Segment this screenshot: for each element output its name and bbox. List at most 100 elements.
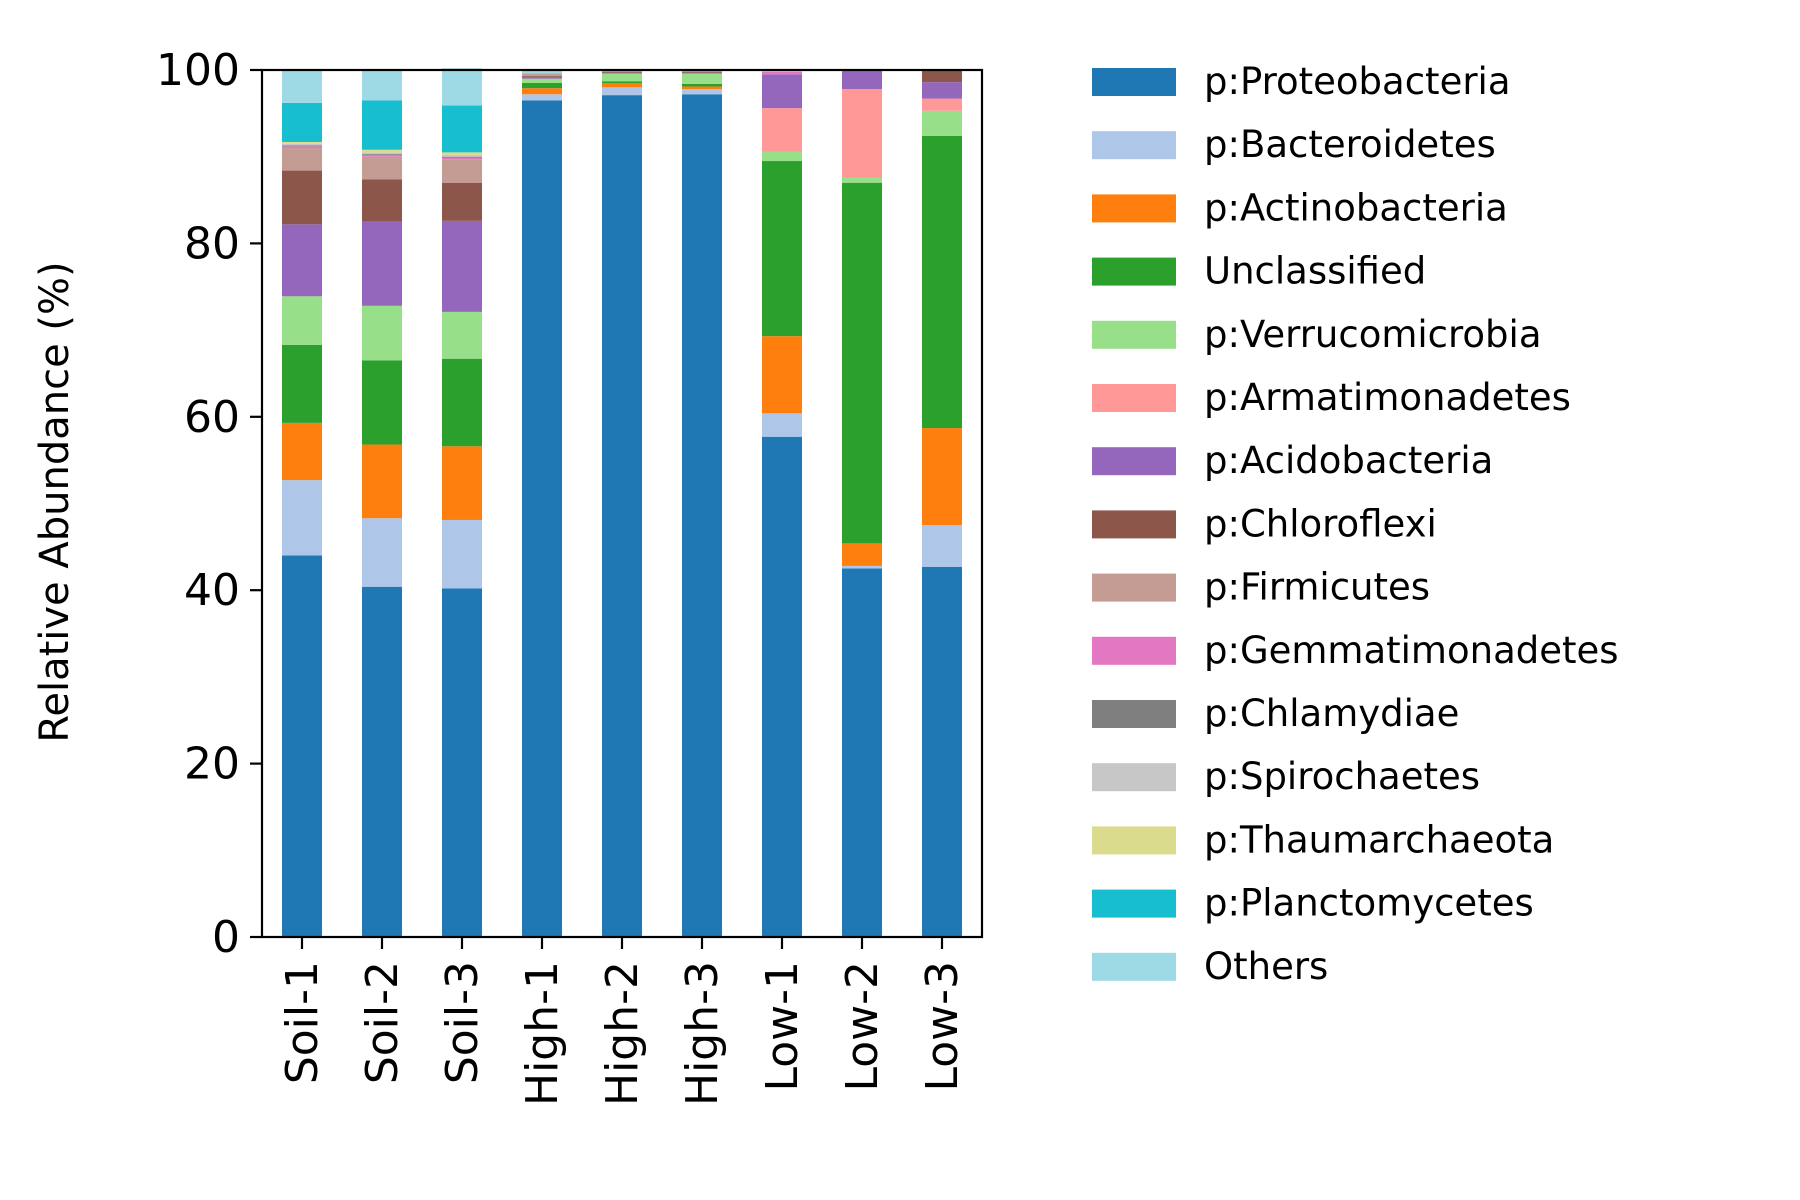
bar-low-3-acidobacteria	[922, 82, 962, 99]
legend-label-gemmatimonadetes: p:Gemmatimonadetes	[1204, 629, 1619, 672]
bar-stacks	[282, 68, 962, 938]
bar-low-1-actinobacteria	[762, 336, 802, 414]
bar-low-2-armatimonadetes	[842, 89, 882, 178]
bar-high-2-firmicutes	[602, 70, 642, 72]
bar-low-3-verrucomicrobia	[922, 110, 962, 136]
legend-swatch-bacteroidetes	[1092, 131, 1176, 160]
bar-low-2-acidobacteria	[842, 70, 882, 90]
y-tick-label: 80	[184, 218, 240, 269]
x-tick-label-low-3: Low-3	[917, 961, 968, 1092]
bar-high-3-chloroflexi	[682, 71, 722, 73]
legend-label-firmicutes: p:Firmicutes	[1204, 566, 1430, 609]
bar-high-2-proteobacteria	[602, 95, 642, 937]
bar-soil-3-thaumarchaeota	[442, 152, 482, 155]
legend-label-chloroflexi: p:Chloroflexi	[1204, 502, 1437, 545]
bar-low-2-verrucomicrobia	[842, 177, 882, 183]
bar-high-1-proteobacteria	[522, 100, 562, 938]
bar-high-1-others	[522, 70, 562, 74]
bar-soil-2-thaumarchaeota	[362, 149, 402, 153]
bar-soil-2-acidobacteria	[362, 221, 402, 306]
bar-soil-1-verrucomicrobia	[282, 296, 322, 345]
bar-soil-3-spirochaetes	[442, 154, 482, 157]
bar-soil-1-actinobacteria	[282, 422, 322, 481]
x-tick-label-high-3: High-3	[677, 961, 728, 1106]
legend-label-verrucomicrobia: p:Verrucomicrobia	[1204, 313, 1542, 356]
bar-soil-1-gemmatimonadetes	[282, 146, 322, 149]
bar-soil-1-proteobacteria	[282, 555, 322, 937]
bar-low-2-proteobacteria	[842, 568, 882, 937]
bar-high-3-actinobacteria	[682, 86, 722, 90]
bar-soil-2-proteobacteria	[362, 586, 402, 937]
bar-low-3-unclassified	[922, 135, 962, 429]
bar-high-3-acidobacteria	[682, 72, 722, 74]
bar-soil-2-firmicutes	[362, 156, 402, 180]
legend-swatch-thaumarchaeota	[1092, 826, 1176, 855]
bar-soil-1-planctomycetes	[282, 102, 322, 142]
bar-high-1-bacteroidetes	[522, 94, 562, 101]
bar-soil-3-others	[442, 68, 482, 106]
bar-high-3-verrucomicrobia	[682, 73, 722, 84]
bar-soil-3-gemmatimonadetes	[442, 157, 482, 160]
bar-soil-2-spirochaetes	[362, 152, 402, 155]
legend: p:Proteobacteria p:Bacteroidetes p:Actinob…	[1092, 60, 1619, 988]
legend-swatch-acidobacteria	[1092, 447, 1176, 476]
bar-soil-3-bacteroidetes	[442, 519, 482, 589]
legend-swatch-unclassified	[1092, 257, 1176, 286]
bar-low-3-armatimonadetes	[922, 98, 962, 111]
legend-label-others: Others	[1204, 945, 1328, 988]
bar-low-1-verrucomicrobia	[762, 151, 802, 162]
y-tick-label: 60	[184, 392, 240, 443]
bar-low-3-proteobacteria	[922, 566, 962, 937]
bar-high-1-unclassified	[522, 83, 562, 89]
legend-label-thaumarchaeota: p:Thaumarchaeota	[1204, 818, 1554, 861]
bar-soil-2-gemmatimonadetes	[362, 154, 402, 157]
bar-soil-3-verrucomicrobia	[442, 311, 482, 359]
y-tick-label: 0	[212, 912, 240, 963]
bar-soil-2-bacteroidetes	[362, 518, 402, 587]
legend-swatch-planctomycetes	[1092, 889, 1176, 918]
legend-label-armatimonadetes: p:Armatimonadetes	[1204, 376, 1571, 419]
bar-soil-2-chlamydiae	[362, 154, 402, 155]
x-tick-label-soil-2: Soil-2	[357, 961, 408, 1084]
bar-low-2-actinobacteria	[842, 543, 882, 566]
bar-low-3-chloroflexi	[922, 70, 962, 83]
bar-low-1-proteobacteria	[762, 436, 802, 937]
bar-high-2-verrucomicrobia	[602, 73, 642, 82]
bar-high-2-unclassified	[602, 81, 642, 84]
y-tick-label: 100	[156, 45, 240, 96]
bar-soil-3-firmicutes	[442, 159, 482, 183]
bar-soil-3-chlamydiae	[442, 156, 482, 158]
bar-soil-1-unclassified	[282, 344, 322, 423]
x-tick-label-low-2: Low-2	[837, 961, 888, 1092]
x-tick-label-high-1: High-1	[517, 961, 568, 1106]
bar-low-3-actinobacteria	[922, 428, 962, 526]
bar-high-2-bacteroidetes	[602, 87, 642, 96]
bar-high-3-unclassified	[682, 83, 722, 87]
bar-high-1-firmicutes	[522, 73, 562, 77]
bar-soil-1-chloroflexi	[282, 170, 322, 225]
bar-soil-3-chloroflexi	[442, 182, 482, 221]
legend-label-proteobacteria: p:Proteobacteria	[1204, 60, 1511, 103]
legend-label-spirochaetes: p:Spirochaetes	[1204, 755, 1480, 798]
y-axis-label: Relative Abundance (%)	[32, 261, 78, 742]
legend-swatch-verrucomicrobia	[1092, 320, 1176, 349]
legend-swatch-spirochaetes	[1092, 763, 1176, 792]
y-tick-labels: 0 20 40 60 80 100	[156, 45, 262, 963]
bar-soil-2-planctomycetes	[362, 100, 402, 150]
legend-swatch-actinobacteria	[1092, 194, 1176, 223]
legend-label-unclassified: Unclassified	[1204, 250, 1426, 293]
legend-label-chlamydiae: p:Chlamydiae	[1204, 692, 1459, 735]
legend-label-bacteroidetes: p:Bacteroidetes	[1204, 123, 1496, 166]
bar-soil-3-actinobacteria	[442, 446, 482, 520]
legend-swatch-others	[1092, 952, 1176, 981]
y-tick-label: 40	[184, 565, 240, 616]
bar-soil-2-verrucomicrobia	[362, 305, 402, 361]
bar-soil-1-others	[282, 70, 322, 103]
bar-high-3-bacteroidetes	[682, 89, 722, 95]
bar-low-1-acidobacteria	[762, 74, 802, 109]
bar-soil-1-firmicutes	[282, 148, 322, 171]
y-tick-label: 20	[184, 739, 240, 790]
bar-low-1-armatimonadetes	[762, 108, 802, 152]
bar-high-1-verrucomicrobia	[522, 78, 562, 84]
